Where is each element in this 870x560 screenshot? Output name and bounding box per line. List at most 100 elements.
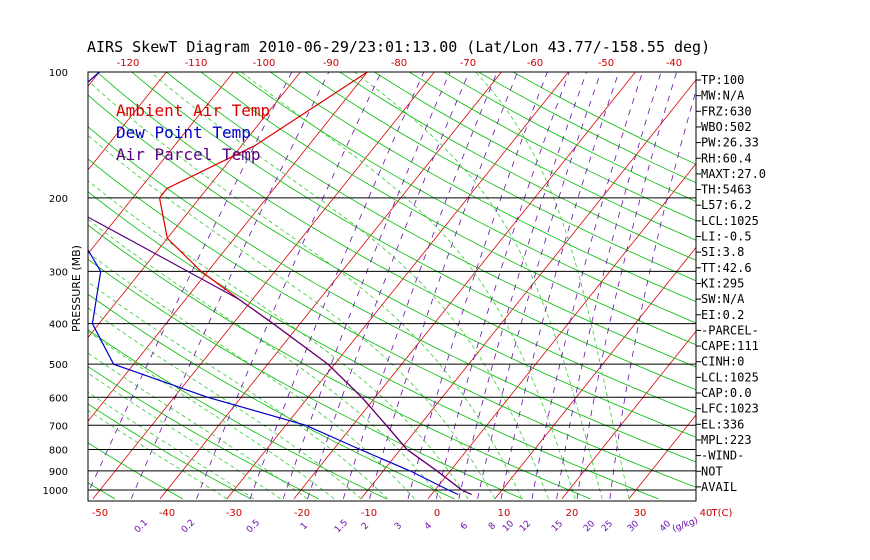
isotherm-line: [88, 72, 368, 422]
moist-adiabat-line: [475, 72, 630, 499]
index-item: AVAIL: [701, 480, 737, 494]
index-item: TP:100: [701, 73, 744, 87]
index-item: EL:336: [701, 417, 744, 431]
index-item: MW:N/A: [701, 89, 745, 103]
index-item: CAPE:111: [701, 339, 759, 353]
dry-adiabat-line: [0, 72, 47, 499]
mixing-ratio-tick-label: 1: [299, 521, 310, 532]
temp-axis-label: T(C): [711, 508, 733, 519]
index-item: -WIND-: [701, 449, 744, 463]
series-line: [88, 216, 472, 496]
isotherm-line: [226, 72, 569, 500]
mixing-ratio-tick-label: 1.5: [333, 518, 350, 535]
moist-adiabat-line: [88, 252, 415, 500]
index-item: LCL:1025: [701, 214, 759, 228]
index-item: TT:42.6: [701, 261, 752, 275]
bottom-temp-tick-label: 20: [566, 508, 579, 519]
dry-adiabat-line: [339, 72, 696, 261]
series-layer: [88, 72, 472, 496]
mixing-ratio-tick-label: 0.5: [245, 518, 262, 535]
mixing-ratio-line: [435, 72, 570, 499]
bottom-temp-tick-label: -30: [226, 508, 242, 519]
isotherm-line: [88, 72, 167, 171]
pressure-tick-label: 900: [49, 467, 68, 478]
mixing-ratio-line: [369, 72, 518, 500]
bottom-temp-tick-label: -40: [159, 508, 175, 519]
isotherm-line: [88, 72, 100, 87]
dry-adiabat-line: [88, 158, 696, 488]
mixing-ratio-line: [196, 72, 382, 500]
moist-adiabat-line: [88, 180, 469, 500]
bottom-temp-tick-label: 10: [498, 508, 511, 519]
dry-adiabat-line: [88, 293, 455, 500]
dry-adiabat-line: [304, 72, 696, 282]
dry-adiabat-line: [88, 258, 523, 500]
y-axis-label: PRESSURE (MB): [70, 245, 83, 332]
moist-adiabat-line: [150, 72, 549, 500]
mixing-ratio-tick-label: 10: [501, 519, 516, 534]
dry-adiabat-line: [478, 72, 696, 184]
mixing-ratio-tick-label: 2: [360, 521, 371, 532]
index-item: NOT: [701, 464, 723, 478]
dry-adiabat-line: [88, 403, 251, 500]
index-item: KI:295: [701, 276, 744, 290]
index-item: SI:3.8: [701, 245, 744, 259]
mixing-ratio-line: [556, 72, 662, 499]
pressure-tick-label: 800: [49, 445, 68, 456]
top-temp-tick-label: -100: [253, 58, 276, 69]
dry-adiabat-line: [88, 191, 659, 500]
mixing-ratio-tick-label: 12: [518, 519, 533, 534]
bottom-temp-tick-label: -50: [92, 508, 108, 519]
dry-adiabat-line: [88, 366, 319, 500]
mixing-ratio-tick-label: 20: [582, 519, 597, 534]
isotherm-line: [92, 72, 435, 500]
index-item: -PARCEL-: [701, 323, 759, 337]
index-item: LCL:1025: [701, 370, 759, 384]
isotherm-line: [561, 330, 696, 500]
mixing-ratio-line: [88, 72, 293, 495]
index-item: WBO:502: [701, 120, 752, 134]
pressure-tick-label: 100: [49, 68, 68, 79]
bottom-temp-tick-label: -10: [361, 508, 377, 519]
pressure-tick-label: 300: [49, 267, 68, 278]
legend: Ambient Air Temp Dew Point Temp Air Parcel…: [116, 101, 270, 164]
chart-title: AIRS SkewT Diagram 2010-06-29/23:01:13.0…: [87, 38, 710, 56]
mixing-ratio-tick-label: 8: [487, 521, 498, 532]
moist-adiabat-line: [88, 80, 523, 500]
isotherm-line: [628, 414, 696, 500]
index-item: RH:60.4: [701, 151, 752, 165]
pressure-tick-label: 700: [49, 421, 68, 432]
legend-item: Dew Point Temp: [116, 123, 251, 142]
bottom-temp-tick-label: -20: [294, 508, 310, 519]
index-item: LFC:1023: [701, 402, 759, 416]
mixing-ratio-tick-label: 4: [423, 521, 434, 532]
index-item: CINH:0: [701, 355, 744, 369]
dry-adiabat-line: [96, 72, 696, 414]
top-temp-tick-label: -40: [666, 58, 682, 69]
index-item: L57:6.2: [701, 198, 752, 212]
mixing-ratio-line: [576, 72, 677, 499]
top-temp-tick-label: -70: [460, 58, 476, 69]
top-temp-tick-label: -60: [527, 58, 543, 69]
mixing-ratio-tick-label: 25: [600, 519, 615, 534]
mixing-ratio-line: [458, 72, 587, 499]
index-item: TH:5463: [701, 183, 752, 197]
pressure-tick-label: 400: [49, 320, 68, 331]
moist-adiabat-line: [241, 72, 576, 500]
moist-adiabat-line: [88, 218, 442, 500]
series-line: [88, 72, 459, 496]
dry-adiabat-line: [88, 224, 591, 500]
index-item: LI:-0.5: [701, 230, 752, 244]
index-item: PW:26.33: [701, 136, 759, 150]
moist-adiabat-line: [88, 134, 496, 500]
dry-adiabat-line: [200, 72, 696, 346]
top-temp-tick-label: -120: [117, 58, 140, 69]
mixing-ratio-tick-label: 0.2: [180, 518, 197, 535]
dry-adiabat-line: [88, 482, 116, 500]
mixing-ratio-line: [130, 72, 330, 500]
isotherm-line: [763, 72, 870, 499]
dry-adiabat-line: [270, 72, 696, 302]
mixing-ratio-tick-label: 6: [459, 521, 470, 532]
moist-adiabat-line: [354, 72, 603, 499]
